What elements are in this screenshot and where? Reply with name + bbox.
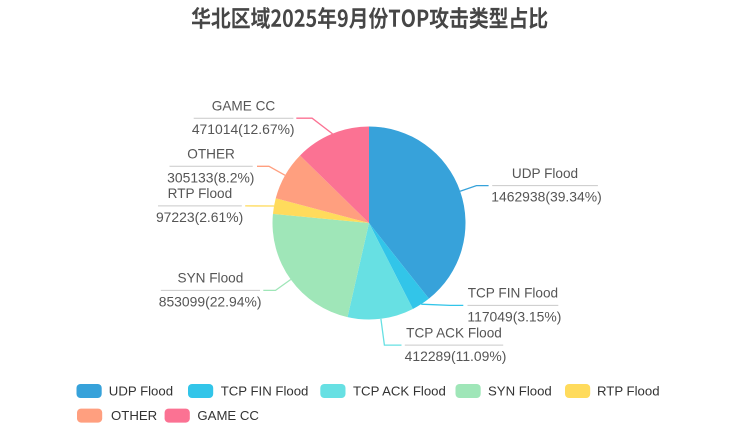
svg-text:117049(3.15%): 117049(3.15%) [467, 308, 561, 324]
svg-text:RTP Flood: RTP Flood [168, 186, 232, 201]
svg-text:TCP ACK Flood: TCP ACK Flood [406, 325, 502, 340]
svg-text:OTHER: OTHER [111, 408, 157, 423]
svg-text:97223(2.61%): 97223(2.61%) [156, 209, 243, 225]
svg-text:UDP Flood: UDP Flood [109, 384, 173, 399]
svg-text:TCP FIN Flood: TCP FIN Flood [468, 286, 558, 301]
svg-text:305133(8.2%): 305133(8.2%) [167, 169, 254, 185]
svg-text:SYN Flood: SYN Flood [178, 271, 244, 286]
svg-text:1462938(39.34%): 1462938(39.34%) [491, 189, 601, 205]
svg-text:TCP FIN Flood: TCP FIN Flood [221, 384, 309, 399]
svg-text:RTP Flood: RTP Flood [597, 384, 660, 399]
svg-text:OTHER: OTHER [187, 147, 235, 162]
svg-text:853099(22.94%): 853099(22.94%) [159, 293, 262, 309]
svg-text:471014(12.67%): 471014(12.67%) [192, 121, 295, 137]
svg-text:UDP Flood: UDP Flood [512, 166, 578, 181]
svg-text:SYN Flood: SYN Flood [488, 384, 552, 399]
svg-text:TCP ACK Flood: TCP ACK Flood [353, 384, 446, 399]
svg-text:GAME CC: GAME CC [212, 98, 276, 113]
svg-text:GAME CC: GAME CC [197, 408, 259, 423]
svg-text:412289(11.09%): 412289(11.09%) [405, 348, 507, 364]
